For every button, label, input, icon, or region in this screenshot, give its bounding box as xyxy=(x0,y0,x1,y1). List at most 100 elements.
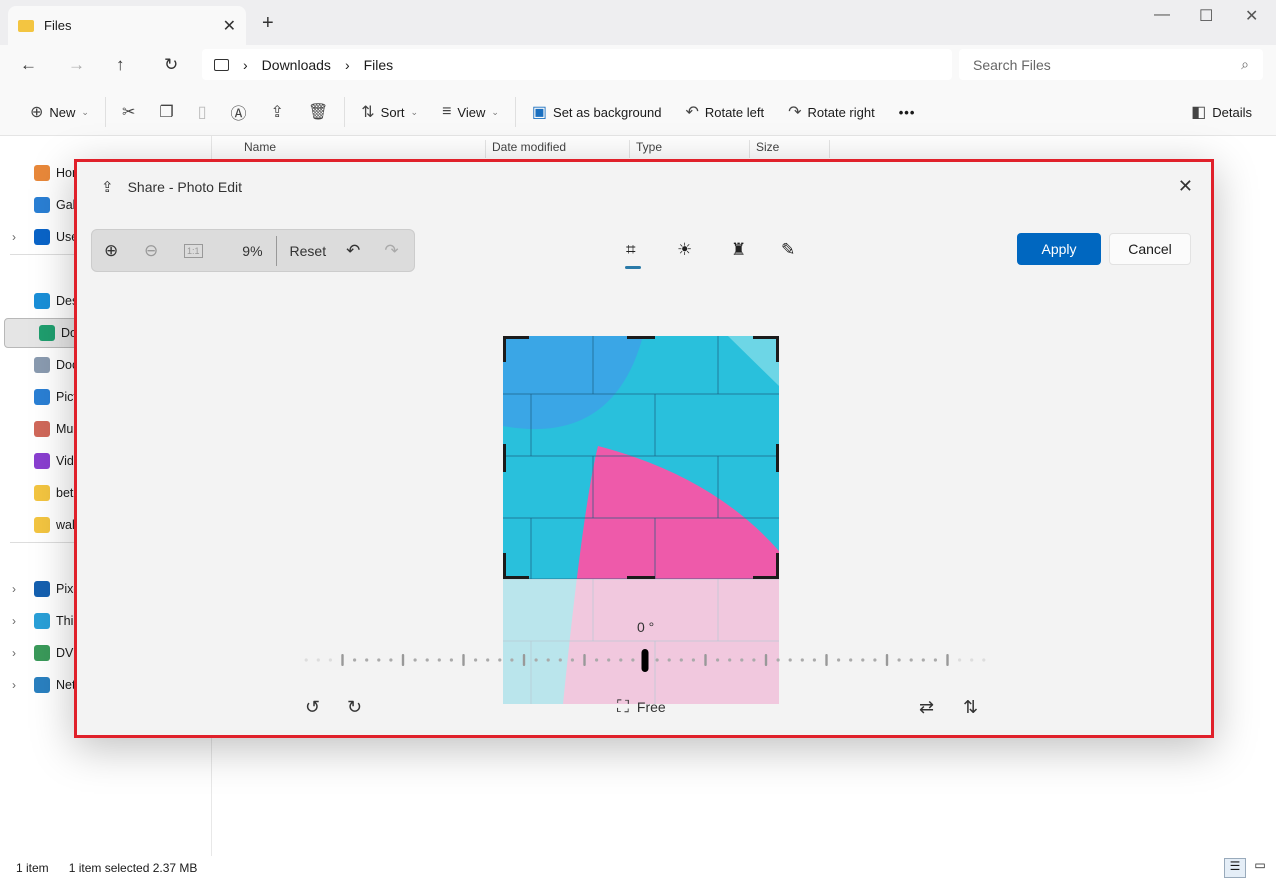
folder-icon xyxy=(34,485,50,501)
column-type[interactable]: Type xyxy=(628,140,750,158)
zoom-out-icon[interactable]: ⊖ xyxy=(144,240,159,260)
straighten-slider[interactable] xyxy=(303,648,987,672)
set-background-label: Set as background xyxy=(553,104,662,120)
flip-horizontal-icon[interactable]: ⇄ xyxy=(919,697,935,717)
copy-button[interactable]: ❐ xyxy=(147,96,185,128)
rotate-right-icon[interactable]: ↻ xyxy=(347,697,363,717)
zoom-toolbar: ⊕ ⊖ 1:1 9% Reset ↶ ↷ xyxy=(91,229,415,272)
expand-chevron-icon[interactable]: › xyxy=(12,230,16,244)
slider-minor-tick xyxy=(776,658,780,662)
markup-pen-icon[interactable]: ✎ xyxy=(781,240,796,259)
sidebar-item[interactable]: › Use xyxy=(0,222,212,252)
slider-minor-tick xyxy=(679,658,683,662)
sort-button[interactable]: ⇅ Sort ⌄ xyxy=(349,96,430,128)
aspect-ratio-icon: ⛶ xyxy=(617,697,629,716)
sidebar-item-label: Doc xyxy=(56,358,79,372)
documents-icon xyxy=(34,357,50,373)
photo-preview xyxy=(503,336,779,704)
close-window-button[interactable]: ✕ xyxy=(1245,8,1259,25)
reset-button[interactable]: Reset xyxy=(289,242,327,259)
slider-minor-tick xyxy=(691,658,695,662)
breadcrumb-files[interactable]: Files xyxy=(363,56,394,73)
close-dialog-button[interactable]: ✕ xyxy=(1177,176,1193,196)
refresh-button[interactable]: ↻ xyxy=(164,55,179,74)
new-tab-button[interactable]: + xyxy=(262,12,274,34)
adjustment-icon[interactable]: ☀ xyxy=(677,240,693,259)
sidebar-item[interactable]: Mu xyxy=(0,414,212,444)
details-pane-icon: ◧ xyxy=(1191,104,1207,121)
sidebar-item[interactable]: wal xyxy=(0,510,212,540)
rename-icon: Ⓐ xyxy=(230,106,247,123)
new-button[interactable]: ⊕ New ⌄ xyxy=(18,96,101,128)
paste-button[interactable]: ▯ xyxy=(186,96,219,128)
slider-minor-tick xyxy=(861,658,865,662)
sidebar-item[interactable]: Pict xyxy=(0,382,212,412)
tiles-view-button[interactable]: ▭ xyxy=(1254,858,1266,872)
delete-button[interactable]: 🗑 xyxy=(296,96,340,128)
sidebar-item[interactable]: Des xyxy=(0,286,212,316)
sort-icon: ⇅ xyxy=(361,104,375,121)
slider-minor-tick xyxy=(316,658,320,662)
up-button[interactable]: ↑ xyxy=(116,55,125,74)
rotate-left-icon[interactable]: ↺ xyxy=(305,697,321,717)
details-button[interactable]: ◧ Details xyxy=(1179,96,1264,128)
search-input[interactable]: Search Files ⌕ xyxy=(959,49,1263,80)
sidebar-item[interactable]: › Net xyxy=(0,670,212,700)
actual-size-icon[interactable]: 1:1 xyxy=(184,243,203,258)
sidebar-item[interactable]: Vid xyxy=(0,446,212,476)
rotate-left-button[interactable]: ↶ Rotate left xyxy=(673,96,776,128)
rename-button[interactable]: Ⓐ xyxy=(219,96,259,128)
maximize-button[interactable]: ☐ xyxy=(1199,8,1214,25)
undo-icon[interactable]: ↶ xyxy=(346,240,361,260)
aspect-ratio-button[interactable]: ⛶ Free xyxy=(617,697,666,717)
slider-minor-tick xyxy=(982,658,986,662)
sidebar-item[interactable]: Doc xyxy=(0,350,212,380)
sidebar-item[interactable]: › Thi xyxy=(0,606,212,636)
flip-vertical-icon[interactable]: ⇅ xyxy=(963,697,979,717)
phone-icon xyxy=(34,581,50,597)
column-date-modified[interactable]: Date modified xyxy=(484,140,630,158)
sidebar-item[interactable]: › DVI xyxy=(0,638,212,668)
set-background-button[interactable]: ▣ Set as background xyxy=(520,96,674,128)
cut-button[interactable]: ✂ xyxy=(110,96,147,128)
expand-chevron-icon[interactable]: › xyxy=(12,678,16,692)
tab-files[interactable]: Files ✕ xyxy=(8,6,246,45)
slider-minor-tick xyxy=(752,658,756,662)
more-options-button[interactable]: ••• xyxy=(887,96,928,128)
column-name[interactable]: Name xyxy=(236,140,486,158)
item-count: 1 item xyxy=(16,861,49,875)
sidebar-item-label: DVI xyxy=(56,646,77,660)
view-button[interactable]: ≡ View ⌄ xyxy=(430,96,511,128)
sidebar-item-label: Gal xyxy=(56,198,76,212)
expand-chevron-icon[interactable]: › xyxy=(12,646,16,660)
zoom-in-icon[interactable]: ⊕ xyxy=(104,240,119,260)
breadcrumb-downloads[interactable]: Downloads xyxy=(261,56,331,73)
photo-edit-dialog: ⇪ Share - Photo Edit ✕ ⊕ ⊖ 1:1 9% Reset … xyxy=(74,159,1214,738)
cancel-button[interactable]: Cancel xyxy=(1109,233,1191,265)
folder-icon xyxy=(34,517,50,533)
slider-minor-tick xyxy=(486,658,490,662)
pictures-icon xyxy=(34,389,50,405)
expand-chevron-icon[interactable]: › xyxy=(12,582,16,596)
redo-icon[interactable]: ↷ xyxy=(384,240,399,260)
sidebar-item[interactable]: bet xyxy=(0,478,212,508)
filter-brush-icon[interactable]: ♜ xyxy=(731,240,747,259)
sidebar-item-label: bet xyxy=(56,486,74,500)
sidebar-item[interactable]: Gal xyxy=(0,190,212,220)
sidebar-item-label: Use xyxy=(56,230,79,244)
details-view-button[interactable]: ☰ xyxy=(1224,858,1246,878)
forward-button[interactable]: → xyxy=(68,55,85,74)
rotate-right-button[interactable]: ↷ Rotate right xyxy=(776,96,887,128)
crop-tool-icon[interactable]: ⌗ xyxy=(626,240,636,259)
expand-chevron-icon[interactable]: › xyxy=(12,614,16,628)
address-bar[interactable]: › Downloads › Files xyxy=(202,49,952,80)
column-size[interactable]: Size xyxy=(748,140,830,158)
home-icon xyxy=(34,165,50,181)
close-tab-icon[interactable]: ✕ xyxy=(222,17,236,35)
back-button[interactable]: ← xyxy=(20,55,37,74)
slider-minor-tick xyxy=(558,658,562,662)
share-button[interactable]: ⇪ xyxy=(259,96,296,128)
minimize-button[interactable]: — xyxy=(1154,6,1170,23)
slider-minor-tick xyxy=(377,658,381,662)
apply-button[interactable]: Apply xyxy=(1017,233,1101,265)
